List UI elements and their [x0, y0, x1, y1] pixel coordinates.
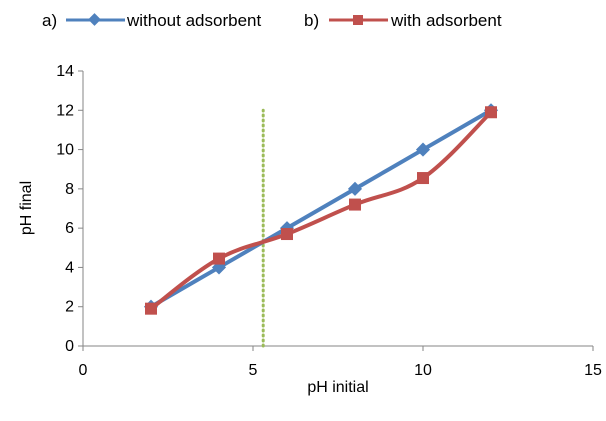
data-point-with-adsorbent	[213, 252, 225, 265]
y-tick-label: 6	[65, 220, 74, 237]
data-point-with-adsorbent	[417, 172, 429, 185]
data-point-with-adsorbent	[349, 198, 361, 211]
data-point-with-adsorbent	[281, 228, 293, 241]
legend: a) without adsorbent b) with adsorbent	[42, 11, 502, 30]
y-axis-title: pH final	[18, 181, 35, 235]
data-point-with-adsorbent	[485, 106, 497, 119]
y-tick-label: 12	[56, 102, 74, 119]
y-tick-label: 10	[56, 142, 74, 159]
legend-label-without-adsorbent: without adsorbent	[126, 11, 261, 30]
series-line-with-adsorbent	[149, 110, 493, 311]
y-tick-label: 8	[65, 181, 74, 198]
legend-label-with-adsorbent: with adsorbent	[390, 11, 502, 30]
plot-area: 0 2 4 6 8 10 12 14 0 5 10 15	[56, 63, 602, 379]
x-tick-label: 5	[249, 362, 258, 379]
legend-prefix-b: b)	[304, 11, 319, 30]
data-point-without-adsorbent	[347, 181, 363, 196]
data-point-with-adsorbent	[145, 302, 157, 315]
legend-prefix-a: a)	[42, 11, 57, 30]
x-tick-label: 10	[414, 362, 432, 379]
y-tick-label: 14	[56, 63, 74, 80]
series-line-without-adsorbent	[149, 108, 493, 309]
x-tick-label: 15	[584, 362, 602, 379]
x-axis-title: pH initial	[307, 379, 368, 396]
y-tick-label: 0	[65, 338, 74, 355]
y-tick-label: 4	[65, 259, 74, 276]
legend-marker-with-adsorbent	[329, 15, 388, 25]
data-point-without-adsorbent	[415, 142, 431, 157]
x-tick-label: 0	[79, 362, 88, 379]
legend-marker-without-adsorbent	[66, 13, 125, 26]
y-tick-label: 2	[65, 299, 74, 316]
